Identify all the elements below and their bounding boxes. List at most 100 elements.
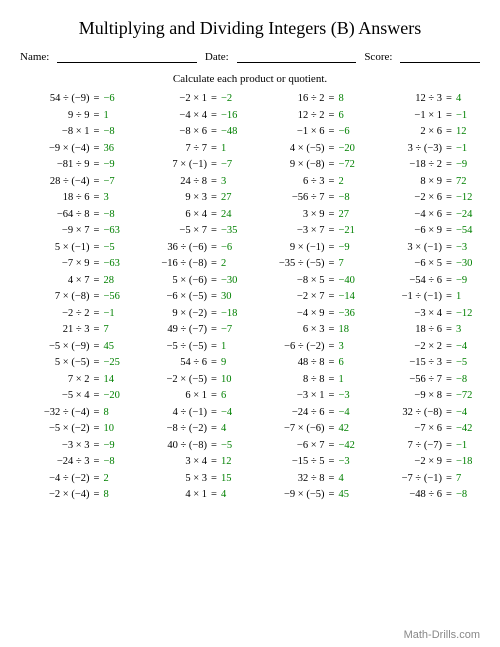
equals-sign: = [442, 209, 456, 220]
problem-answer: −30 [456, 258, 480, 269]
problem-cell: −2 × 9=−18 [373, 456, 481, 467]
problem-cell: 9 × (−2)=−18 [138, 308, 246, 319]
problem-answer: −5 [221, 440, 245, 451]
problem-expression: −6 × 5 [373, 258, 443, 269]
problem-answer: −63 [104, 225, 128, 236]
problem-cell: −4 × 6=−24 [373, 209, 481, 220]
equals-sign: = [90, 242, 104, 253]
problem-cell: −5 × 4=−20 [20, 390, 128, 401]
problem-expression: 5 × (−5) [20, 357, 90, 368]
problem-cell: −9 × 7=−63 [20, 225, 128, 236]
problem-cell: −35 ÷ (−5)=7 [255, 258, 363, 269]
page-title: Multiplying and Dividing Integers (B) An… [20, 18, 480, 39]
problem-answer: 15 [221, 473, 245, 484]
problem-answer: −6 [104, 93, 128, 104]
problem-answer: −5 [456, 357, 480, 368]
problem-answer: 6 [339, 357, 363, 368]
problem-answer: 12 [456, 126, 480, 137]
problem-cell: 5 × (−5)=−25 [20, 357, 128, 368]
problem-expression: −4 × 6 [373, 209, 443, 220]
problem-expression: −2 × 1 [138, 93, 208, 104]
problem-cell: 54 ÷ 6=9 [138, 357, 246, 368]
equals-sign: = [207, 390, 221, 401]
problem-expression: −35 ÷ (−5) [255, 258, 325, 269]
problem-cell: −48 ÷ 6=−8 [373, 489, 481, 500]
problem-expression: 28 ÷ (−4) [20, 176, 90, 187]
problem-cell: −6 × 5=−30 [373, 258, 481, 269]
problem-expression: −6 × 9 [373, 225, 443, 236]
problem-expression: −1 × 1 [373, 110, 443, 121]
problem-answer: −25 [104, 357, 128, 368]
problem-answer: 24 [221, 209, 245, 220]
name-field-line [57, 51, 197, 63]
problem-cell: 9 ÷ 9=1 [20, 110, 128, 121]
equals-sign: = [207, 341, 221, 352]
problem-cell: −8 × 5=−40 [255, 275, 363, 286]
score-label: Score: [364, 51, 392, 63]
problem-expression: 3 × 9 [255, 209, 325, 220]
problem-answer: 7 [339, 258, 363, 269]
equals-sign: = [325, 456, 339, 467]
problem-answer: 3 [221, 176, 245, 187]
equals-sign: = [325, 341, 339, 352]
problem-expression: −3 × 1 [255, 390, 325, 401]
equals-sign: = [207, 489, 221, 500]
problem-cell: 54 ÷ (−9)=−6 [20, 93, 128, 104]
equals-sign: = [325, 258, 339, 269]
equals-sign: = [325, 209, 339, 220]
problem-expression: −1 ÷ (−1) [373, 291, 443, 302]
problem-answer: −9 [456, 159, 480, 170]
problem-cell: −2 × 7=−14 [255, 291, 363, 302]
problem-expression: −4 ÷ (−2) [20, 473, 90, 484]
problem-cell: 3 ÷ (−3)=−1 [373, 143, 481, 154]
problem-cell: −81 ÷ 9=−9 [20, 159, 128, 170]
problem-answer: −1 [456, 440, 480, 451]
problem-answer: 6 [221, 390, 245, 401]
problem-cell: −2 × 6=−12 [373, 192, 481, 203]
problem-answer: −14 [339, 291, 363, 302]
problem-answer: 12 [221, 456, 245, 467]
problem-cell: −7 × 6=−42 [373, 423, 481, 434]
equals-sign: = [207, 225, 221, 236]
equals-sign: = [442, 456, 456, 467]
equals-sign: = [325, 159, 339, 170]
equals-sign: = [442, 275, 456, 286]
problem-answer: −36 [339, 308, 363, 319]
equals-sign: = [442, 407, 456, 418]
problem-cell: 4 × 7=28 [20, 275, 128, 286]
problem-answer: −12 [456, 308, 480, 319]
problem-answer: 4 [456, 93, 480, 104]
problem-expression: −56 ÷ 7 [373, 374, 443, 385]
problem-expression: −2 × 2 [373, 341, 443, 352]
problem-cell: −4 × 4=−16 [138, 110, 246, 121]
problem-answer: −9 [104, 440, 128, 451]
problems-grid: 54 ÷ (−9)=−6−2 × 1=−216 ÷ 2=812 ÷ 3=49 ÷… [20, 93, 480, 500]
problem-expression: −7 × (−6) [255, 423, 325, 434]
equals-sign: = [90, 143, 104, 154]
problem-answer: −4 [339, 407, 363, 418]
problem-answer: −24 [456, 209, 480, 220]
problem-expression: −8 × 6 [138, 126, 208, 137]
problem-cell: 6 × 1=6 [138, 390, 246, 401]
problem-cell: −5 × (−2)=10 [20, 423, 128, 434]
equals-sign: = [207, 324, 221, 335]
problem-answer: −4 [221, 407, 245, 418]
problem-expression: 3 ÷ (−3) [373, 143, 443, 154]
problem-answer: 45 [104, 341, 128, 352]
problem-answer: 28 [104, 275, 128, 286]
equals-sign: = [90, 93, 104, 104]
date-label: Date: [205, 51, 229, 63]
problem-answer: 8 [339, 93, 363, 104]
problem-answer: −20 [104, 390, 128, 401]
problem-answer: 1 [221, 143, 245, 154]
equals-sign: = [325, 143, 339, 154]
problem-answer: 2 [104, 473, 128, 484]
problem-expression: 7 ÷ 7 [138, 143, 208, 154]
problem-cell: 2 × 6=12 [373, 126, 481, 137]
equals-sign: = [442, 357, 456, 368]
problem-expression: −32 ÷ (−4) [20, 407, 90, 418]
problem-expression: −9 × (−4) [20, 143, 90, 154]
problem-expression: 54 ÷ (−9) [20, 93, 90, 104]
problem-answer: −18 [221, 308, 245, 319]
equals-sign: = [325, 390, 339, 401]
